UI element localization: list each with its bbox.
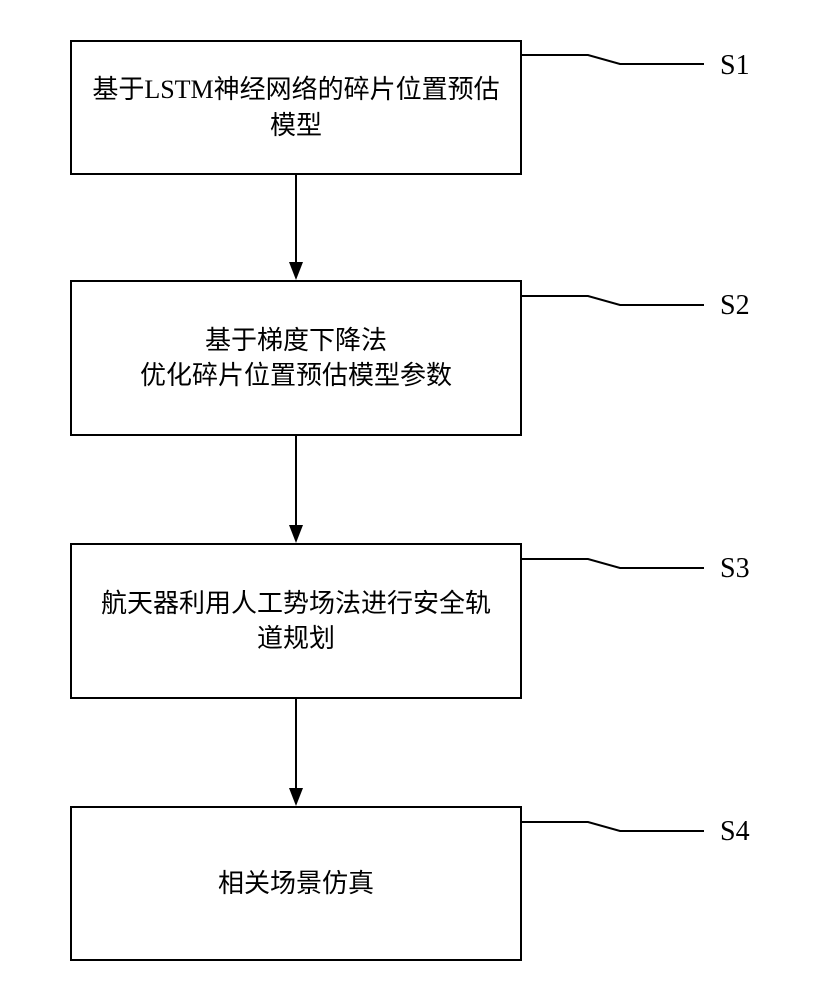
flowchart-canvas: 基于LSTM神经网络的碎片位置预估 模型 S1 基于梯度下降法 优化碎片位置预估… <box>0 0 821 1000</box>
flow-arrow-s3-s4 <box>0 0 821 1000</box>
